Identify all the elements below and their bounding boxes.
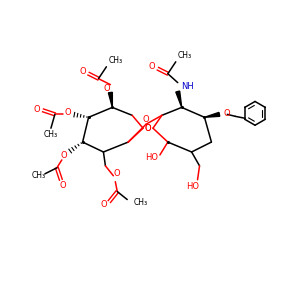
Text: O: O xyxy=(79,67,86,76)
Polygon shape xyxy=(108,92,112,107)
Text: O: O xyxy=(149,62,155,71)
Text: O: O xyxy=(59,181,66,190)
Polygon shape xyxy=(176,91,182,107)
Text: O: O xyxy=(114,169,121,178)
Polygon shape xyxy=(205,112,220,117)
Text: HO: HO xyxy=(146,153,158,162)
Text: O: O xyxy=(223,109,230,118)
Text: CH₃: CH₃ xyxy=(178,51,192,60)
Text: O: O xyxy=(64,108,71,117)
Text: HO: HO xyxy=(186,182,199,191)
Text: O: O xyxy=(100,200,107,209)
Text: O: O xyxy=(61,152,67,160)
Text: CH₃: CH₃ xyxy=(32,171,46,180)
Text: O: O xyxy=(103,84,110,93)
Text: NH: NH xyxy=(181,82,194,91)
Text: CH₃: CH₃ xyxy=(44,130,58,139)
Text: O: O xyxy=(145,124,151,133)
Text: O: O xyxy=(143,115,149,124)
Text: O: O xyxy=(34,105,40,114)
Text: CH₃: CH₃ xyxy=(108,56,122,65)
Text: O: O xyxy=(145,124,151,133)
Text: CH₃: CH₃ xyxy=(133,198,147,207)
